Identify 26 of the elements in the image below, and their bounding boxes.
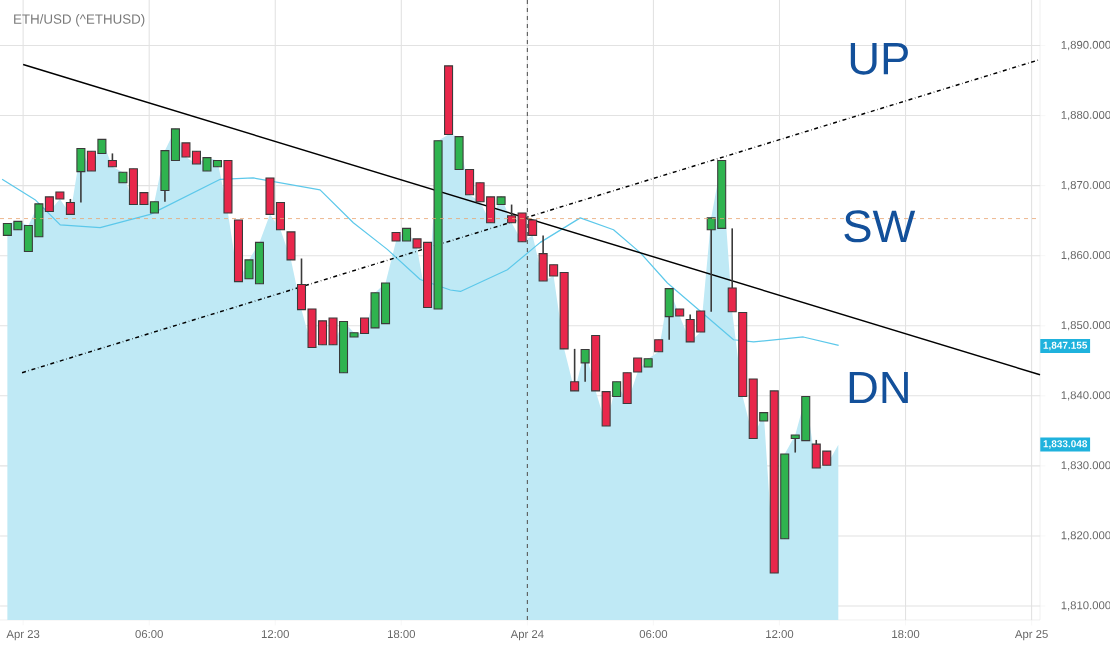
annotation: UP (850, 43, 908, 75)
x-tick-label: 06:00 (135, 630, 163, 639)
y-tick-label: 1,860.000 (1061, 251, 1110, 261)
y-tick-label: 1,890.000 (1061, 40, 1110, 51)
y-tick-label: 1,840.000 (1061, 391, 1110, 401)
text: 1,847.155 (1043, 341, 1088, 351)
y-tick-label: 1,880.000 (1061, 110, 1110, 121)
x-tick-label: Apr 24 (510, 630, 544, 641)
y-tick-label: 1,870.000 (1061, 180, 1110, 191)
candlestick (727, 227, 737, 313)
x-tick-label: 12:00 (766, 630, 794, 639)
candlestick (570, 348, 580, 392)
x-tick-label: Apr 23 (6, 630, 40, 641)
y-tick-label: 1,810.000 (1061, 601, 1110, 611)
x-tick-label: 06:00 (639, 630, 668, 639)
x-tick-label: 12:00 (261, 630, 289, 639)
text: 1,833.048 (1043, 440, 1088, 449)
y-tick-label: 1,830.000 (1061, 461, 1110, 471)
x-tick-label: 18:00 (387, 630, 416, 639)
annotation: SW (844, 210, 916, 243)
text: ETH/USD (^ETHUSD) (14, 14, 145, 27)
y-tick-label: 1,820.000 (1061, 531, 1110, 541)
annotation: DN (849, 371, 908, 404)
y-tick-label: 1,850.000 (1061, 321, 1110, 331)
x-tick-label: 18:00 (892, 630, 920, 639)
x-tick-label: Apr 25 (1014, 630, 1048, 641)
